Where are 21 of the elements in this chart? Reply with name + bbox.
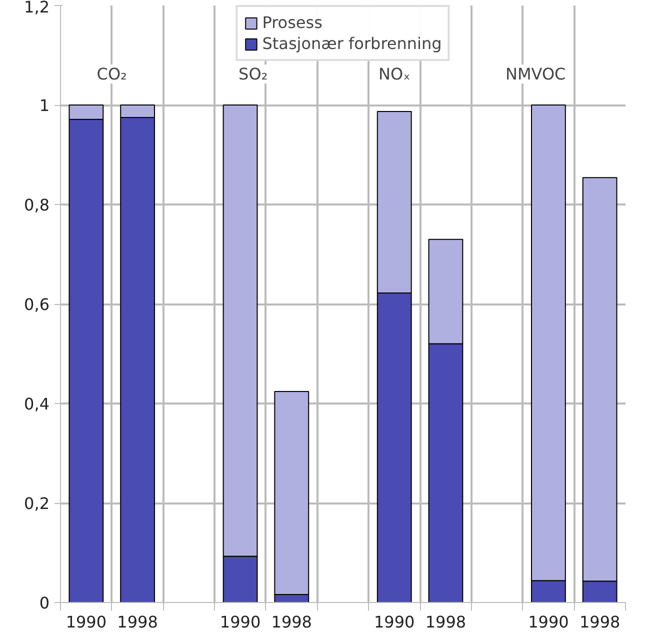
x-tick-label: 1990 bbox=[374, 612, 415, 632]
x-tick-label: 1990 bbox=[66, 612, 107, 632]
annotation: NOₓ bbox=[378, 64, 410, 84]
y-tick-label: 0,6 bbox=[24, 295, 50, 314]
x-tick-label: 1998 bbox=[117, 612, 158, 632]
x-tick-label: 1998 bbox=[271, 612, 312, 632]
legend-label: Stasjonær forbrenning bbox=[262, 34, 442, 53]
y-tick-label: 0,2 bbox=[24, 494, 50, 513]
annotation: CO₂ bbox=[96, 64, 127, 84]
y-tick-label: 0 bbox=[39, 594, 50, 612]
y-tick-label: 1 bbox=[39, 96, 50, 115]
y-tick-label: 0,8 bbox=[24, 196, 50, 214]
x-tick-label: 1998 bbox=[579, 612, 620, 632]
annotation: NMVOC bbox=[506, 64, 566, 84]
legend-label: Prosess bbox=[262, 13, 322, 32]
y-tick-label: 0,4 bbox=[24, 394, 50, 414]
x-tick-label: 1998 bbox=[425, 612, 466, 632]
x-tick-label: 1990 bbox=[220, 612, 261, 632]
y-tick-label: 1,2 bbox=[24, 0, 50, 16]
annotation: SO₂ bbox=[238, 64, 268, 84]
x-tick-label: 1990 bbox=[528, 612, 569, 632]
